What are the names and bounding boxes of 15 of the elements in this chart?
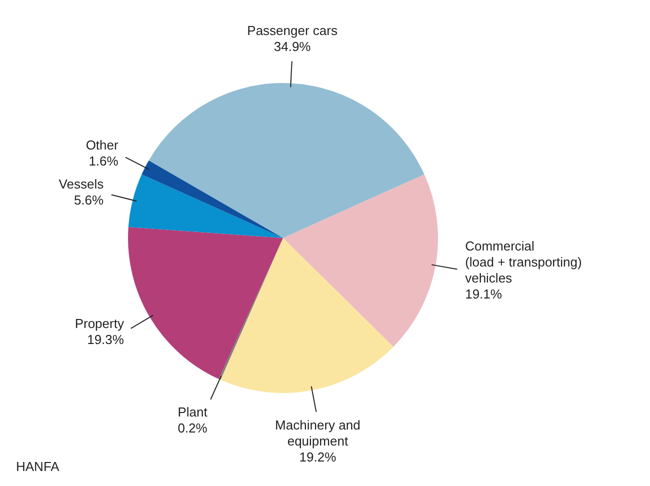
slice-label: Other <box>86 137 120 152</box>
slice-label: Property <box>74 316 124 332</box>
text: HANFA <box>16 459 60 474</box>
slice-label: Vessels <box>58 176 104 192</box>
data-label: 0.2% <box>178 420 208 436</box>
data-label: 19.2% <box>299 449 337 464</box>
data-label: 19.1% <box>465 286 502 302</box>
data-label: 1.6% <box>88 153 119 168</box>
data-label: 5.6% <box>74 192 104 208</box>
slice-label: Machinery and equipment <box>275 417 360 448</box>
slice-label: Plant <box>178 404 208 420</box>
slice-label: Commercial (load + transporting) vehicles <box>465 238 582 286</box>
slice-label: Passenger cars <box>247 22 338 38</box>
data-label: 19.3% <box>87 332 124 348</box>
data-label: 34.9% <box>274 38 312 54</box>
